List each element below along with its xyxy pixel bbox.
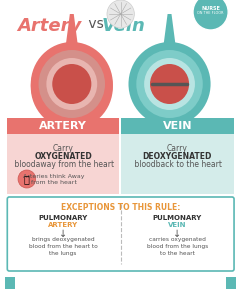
FancyBboxPatch shape bbox=[5, 277, 15, 289]
Circle shape bbox=[46, 58, 97, 110]
Text: Vein: Vein bbox=[102, 17, 146, 35]
Text: Carry: Carry bbox=[167, 144, 188, 153]
Text: ARTERY: ARTERY bbox=[39, 121, 87, 131]
FancyBboxPatch shape bbox=[7, 118, 119, 134]
Circle shape bbox=[136, 50, 203, 118]
Text: Artery: Artery bbox=[17, 17, 81, 35]
Polygon shape bbox=[164, 14, 175, 44]
Circle shape bbox=[150, 64, 189, 104]
Text: bloodaway from the heart: bloodaway from the heart bbox=[12, 160, 114, 169]
Text: ↓: ↓ bbox=[59, 229, 67, 239]
Circle shape bbox=[38, 50, 105, 118]
Text: PULMONARY: PULMONARY bbox=[38, 215, 88, 221]
Text: vs.: vs. bbox=[84, 17, 112, 31]
Text: 🫀: 🫀 bbox=[24, 174, 30, 184]
Text: Carry: Carry bbox=[53, 144, 73, 153]
FancyBboxPatch shape bbox=[5, 0, 236, 289]
Circle shape bbox=[128, 42, 211, 126]
Text: DEOXYGENATED: DEOXYGENATED bbox=[143, 152, 212, 161]
Circle shape bbox=[18, 170, 36, 188]
Text: ARTERY: ARTERY bbox=[48, 222, 78, 228]
Text: VEIN: VEIN bbox=[168, 222, 187, 228]
Circle shape bbox=[193, 0, 228, 30]
Text: carries oxygenated
blood from the lungs
to the heart: carries oxygenated blood from the lungs … bbox=[147, 237, 208, 256]
FancyBboxPatch shape bbox=[121, 118, 234, 134]
Text: PULMONARY: PULMONARY bbox=[153, 215, 202, 221]
Circle shape bbox=[31, 42, 113, 126]
Text: ON THE FLOOR: ON THE FLOOR bbox=[197, 11, 224, 15]
Text: NURSE: NURSE bbox=[201, 6, 220, 12]
Text: ↓: ↓ bbox=[173, 229, 181, 239]
Circle shape bbox=[52, 64, 91, 104]
FancyBboxPatch shape bbox=[7, 197, 234, 271]
Text: EXCEPTIONS TO THIS RULE:: EXCEPTIONS TO THIS RULE: bbox=[61, 203, 180, 212]
Circle shape bbox=[144, 58, 195, 110]
FancyBboxPatch shape bbox=[7, 134, 119, 194]
Polygon shape bbox=[66, 14, 78, 44]
Text: brings deoxygenated
blood from the heart to
the lungs: brings deoxygenated blood from the heart… bbox=[29, 237, 97, 256]
Circle shape bbox=[31, 45, 113, 129]
Text: VEIN: VEIN bbox=[163, 121, 192, 131]
Circle shape bbox=[107, 0, 134, 28]
FancyBboxPatch shape bbox=[226, 277, 236, 289]
Text: bloodback to the heart: bloodback to the heart bbox=[132, 160, 222, 169]
Text: Arteries think Away
from the heart: Arteries think Away from the heart bbox=[23, 174, 85, 185]
Text: OXYGENATED: OXYGENATED bbox=[34, 152, 92, 161]
FancyBboxPatch shape bbox=[121, 134, 234, 194]
